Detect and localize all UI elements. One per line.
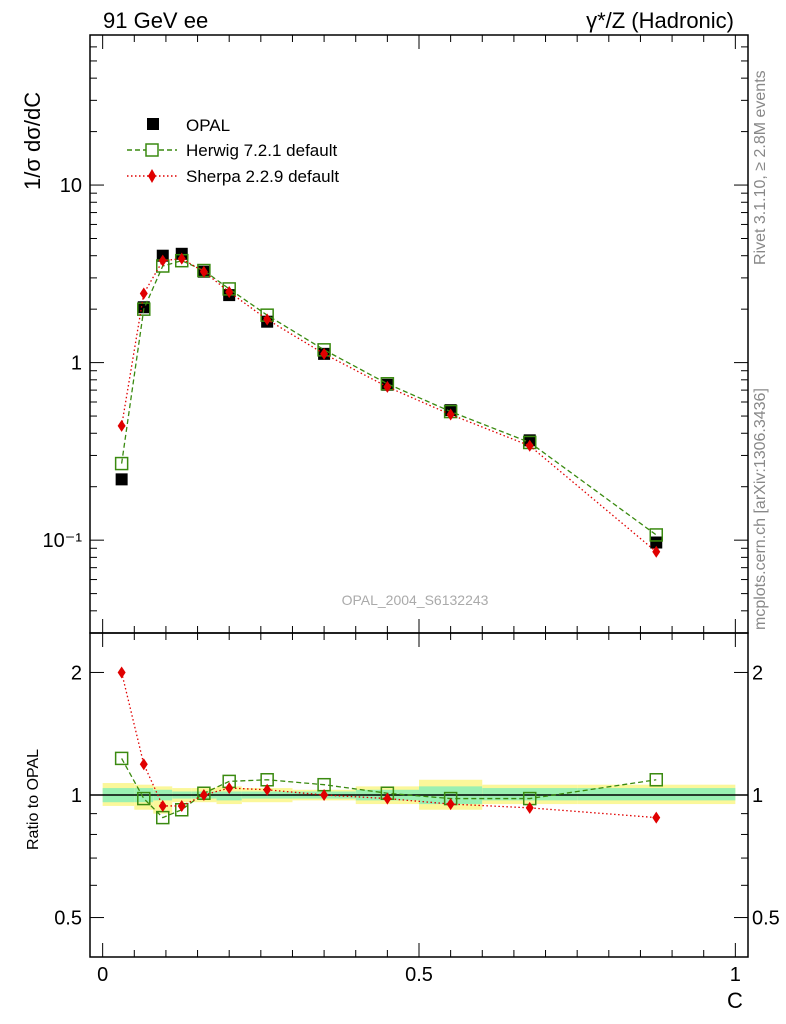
main-point-sherpa: [320, 347, 329, 360]
x-tick-label: 0: [97, 964, 108, 986]
main-ylabel: 1/σ dσ/dC: [20, 92, 45, 190]
ratio-point-sherpa: [158, 799, 167, 812]
y-tick-label: 1: [71, 353, 82, 375]
ratio-point-herwig: [649, 773, 664, 787]
legend-label-opal: OPAL: [186, 116, 230, 135]
ratio-y-tick-label: 0.5: [54, 908, 82, 930]
x-tick-label: 1: [730, 964, 741, 986]
main-point-sherpa: [158, 254, 167, 267]
main-point-sherpa: [446, 408, 455, 421]
ratio-line-1: [121, 672, 657, 819]
main-point-herwig: [137, 302, 151, 316]
main-series-group: [114, 247, 664, 558]
band-green-5: [216, 791, 242, 801]
ratio-y-tick-label: 1: [71, 785, 82, 807]
ratio-series-group: [114, 666, 664, 825]
legend-marker-opal: [147, 118, 159, 130]
band-green-11: [577, 788, 736, 801]
rivet-label: Rivet 3.1.10, ≥ 2.8M events: [752, 70, 769, 265]
main-point-sherpa: [263, 313, 272, 326]
main-line-2: [120, 257, 657, 553]
ratio-point-sherpa: [525, 801, 534, 814]
main-point-sherpa: [225, 285, 234, 298]
y-tick-label: 10: [60, 175, 82, 197]
ratio-point-sherpa: [446, 798, 455, 811]
main-point-opal: [115, 473, 128, 486]
main-point-herwig: [649, 528, 664, 542]
ratio-point-sherpa: [225, 782, 234, 795]
ratio-point-sherpa: [199, 789, 208, 801]
legend-marker-sherpa: [148, 169, 156, 183]
ratio-panel: 0 0.5 1 0.5 0.5 1 1 2 2: [54, 632, 780, 986]
ratio-ylabel: Ratio to OPAL: [25, 749, 42, 850]
header-left: 91 GeV ee: [103, 8, 208, 33]
ratio-y-tick-label: 2: [71, 662, 82, 684]
main-point-sherpa: [139, 287, 148, 300]
legend-marker-herwig: [145, 143, 159, 157]
ratio-y-tick-label-right: 0.5: [752, 908, 780, 930]
legend-label-sherpa: Sherpa 2.2.9 default: [186, 167, 339, 186]
main-point-sherpa: [383, 380, 392, 393]
ratio-line-0: [121, 758, 657, 819]
band-green-10: [482, 788, 578, 801]
ratio-point-sherpa: [383, 792, 392, 805]
x-axis-label: C: [727, 988, 743, 1013]
main-line-1: [120, 259, 657, 536]
main-point-sherpa: [177, 252, 186, 265]
ratio-y-tick-label-right: 2: [752, 662, 763, 684]
main-point-sherpa: [652, 545, 661, 558]
main-point-herwig: [114, 456, 129, 471]
ratio-y-tick-label-right: 1: [752, 785, 763, 807]
ratio-point-herwig: [137, 791, 151, 806]
ratio-point-sherpa: [139, 758, 148, 771]
ratio-point-sherpa: [177, 799, 186, 812]
main-point-sherpa: [525, 439, 534, 452]
main-point-sherpa: [117, 419, 126, 432]
header-right: γ*/Z (Hadronic): [586, 8, 734, 33]
ratio-point-herwig: [114, 751, 129, 766]
main-point-opal: [650, 536, 663, 549]
ratio-point-sherpa: [117, 666, 126, 679]
legend: OPAL Herwig 7.2.1 default Sherpa 2.2.9 d…: [127, 116, 339, 186]
x-tick-label: 0.5: [405, 964, 433, 986]
source-label: mcplots.cern.ch [arXiv:1306.3436]: [752, 388, 769, 630]
ratio-point-sherpa: [652, 811, 661, 824]
ratio-point-sherpa: [263, 783, 272, 796]
legend-label-herwig: Herwig 7.2.1 default: [186, 141, 337, 160]
y-tick-label: 10⁻¹: [43, 530, 83, 552]
ratio-point-sherpa: [320, 789, 329, 801]
main-point-sherpa: [199, 265, 208, 278]
analysis-watermark: OPAL_2004_S6132243: [342, 592, 489, 608]
